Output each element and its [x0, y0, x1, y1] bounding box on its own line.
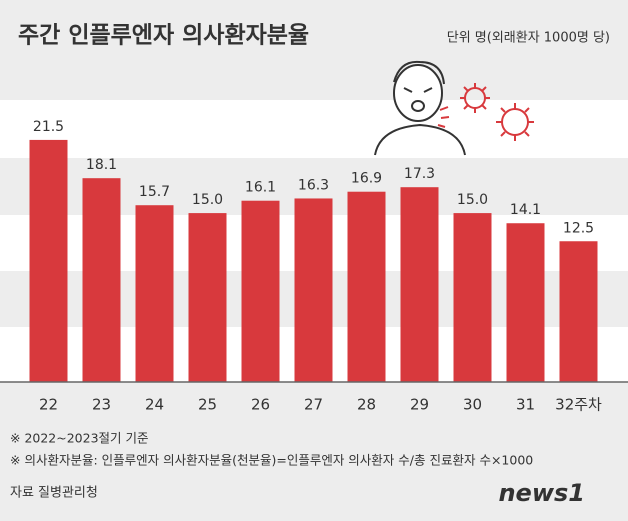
bar [453, 213, 492, 382]
bar [241, 200, 280, 382]
unit-label: 단위 명(외래환자 1000명 당) [447, 31, 610, 46]
value-label: 18.1 [86, 157, 117, 173]
x-tick-label: 24 [145, 396, 164, 414]
x-tick-label: 27 [304, 396, 323, 414]
x-tick-label: 31 [516, 396, 535, 414]
note: ※ 2022~2023절기 기준 [10, 431, 149, 446]
logo: news1 [498, 479, 585, 507]
bar [82, 178, 121, 382]
value-label: 16.9 [351, 171, 382, 187]
x-tick-label: 32주차 [555, 396, 602, 414]
value-label: 15.0 [457, 192, 488, 208]
x-tick-label: 23 [92, 396, 111, 414]
source: 자료 질병관리청 [10, 486, 98, 501]
x-tick-label: 28 [357, 396, 376, 414]
value-label: 17.3 [404, 166, 435, 182]
value-label: 12.5 [563, 220, 594, 236]
bar [294, 198, 333, 382]
footer: ※ 2022~2023절기 기준 ※ 의사환자분율: 인플루엔자 의사환자분율(… [10, 431, 585, 508]
bar [347, 191, 386, 382]
x-tick-label: 25 [198, 396, 217, 414]
note: ※ 의사환자분율: 인플루엔자 의사환자분율(천분율)=인플루엔자 의사환자 수… [10, 453, 533, 468]
value-label: 14.1 [510, 202, 541, 218]
icon [374, 60, 534, 156]
x-tick-label: 29 [410, 396, 429, 414]
chart-title: 주간 인플루엔자 의사환자분율 [18, 23, 309, 49]
band [0, 100, 628, 158]
x-tick-label: 30 [463, 396, 482, 414]
bar [506, 223, 545, 382]
bar [29, 139, 68, 382]
bar [400, 187, 439, 382]
value-label: 15.0 [192, 192, 223, 208]
bar [188, 213, 227, 382]
bar [135, 205, 174, 382]
value-label: 15.7 [139, 184, 170, 200]
value-label: 16.1 [245, 180, 276, 196]
x-tick-label: 22 [39, 396, 58, 414]
x-tick-label: 26 [251, 396, 270, 414]
value-label: 21.5 [33, 119, 64, 135]
value-label: 16.3 [298, 177, 329, 193]
bar [559, 241, 598, 382]
